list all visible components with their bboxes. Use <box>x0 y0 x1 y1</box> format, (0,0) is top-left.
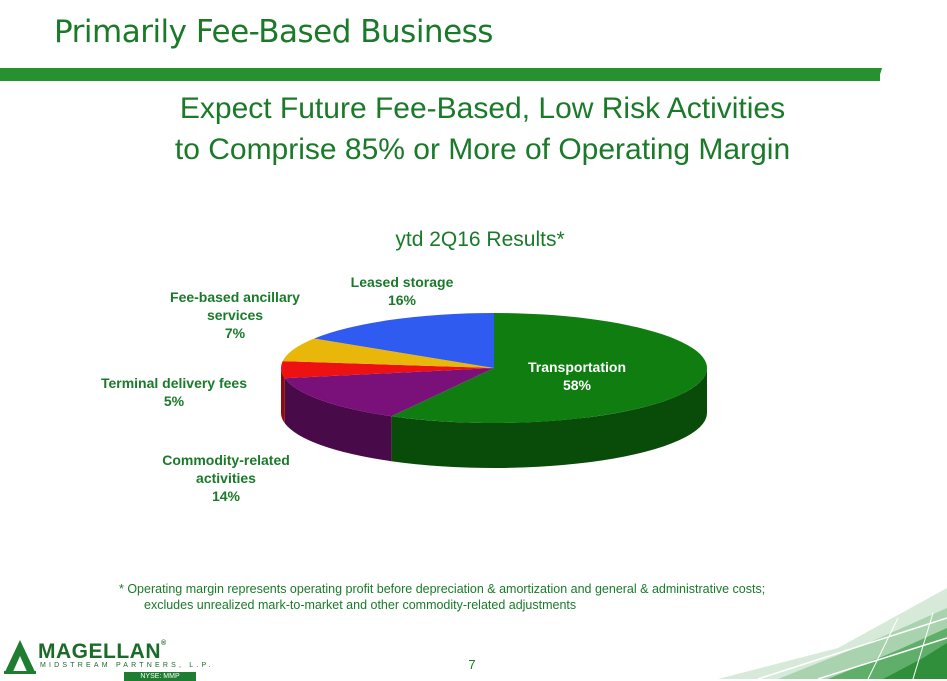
logo-subtitle: MIDSTREAM PARTNERS, L.P. <box>40 662 214 669</box>
title-divider-bar <box>0 68 880 81</box>
pie-slice-side <box>284 378 392 462</box>
pie-slice-category-label: Transportation <box>528 359 626 375</box>
logo-registered-mark: ® <box>161 640 167 647</box>
pie-slice-value-label: 14% <box>212 488 241 504</box>
footnote-line-1: * Operating margin represents operating … <box>119 582 766 596</box>
pie-slice <box>282 338 494 368</box>
pie-slice <box>284 368 494 417</box>
pie-slice-value-label: 58% <box>563 377 592 393</box>
pie-slice-value-label: 7% <box>225 325 246 341</box>
pie-slice-category-label: Fee-based ancillary <box>170 289 300 305</box>
pie-slice <box>314 313 494 368</box>
pie-slice-side <box>281 368 285 424</box>
pie-tops <box>281 313 707 423</box>
page-number: 7 <box>468 657 476 672</box>
magellan-logo-mark-icon <box>4 640 36 674</box>
slide-title: Primarily Fee-Based Business <box>54 14 493 50</box>
pie-slice-value-label: 5% <box>164 393 185 409</box>
pie-slice-category-label: Leased storage <box>351 274 454 290</box>
pie-sides <box>281 368 707 468</box>
pie-slice <box>391 313 707 423</box>
chart-title: ytd 2Q16 Results* <box>395 228 565 251</box>
pie-slice-category-label: Commodity-related <box>162 452 290 468</box>
pie-slice <box>281 361 494 379</box>
logo-name: MAGELLAN <box>38 640 161 663</box>
pie-slice-category-label: Terminal delivery fees <box>101 375 247 391</box>
pie-slice-value-label: 16% <box>388 292 417 308</box>
corner-decorative-graphic <box>718 588 947 679</box>
logo-wordmark: MAGELLAN® <box>38 640 167 664</box>
pie-slice-category-label: services <box>207 307 263 323</box>
pie-labels: Transportation 58% Commodity-related activi… <box>101 274 626 504</box>
headline-line-1: Expect Future Fee-Based, Low Risk Activi… <box>179 92 786 125</box>
footnote-line-2: excludes unrealized mark-to-market and o… <box>144 598 577 612</box>
headline-line-2: to Comprise 85% or More of Operating Mar… <box>174 133 791 166</box>
pie-slice-side <box>391 368 707 468</box>
pie-slice-category-label: activities <box>196 470 256 486</box>
logo-ticker: NYSE: MMP <box>124 672 196 681</box>
